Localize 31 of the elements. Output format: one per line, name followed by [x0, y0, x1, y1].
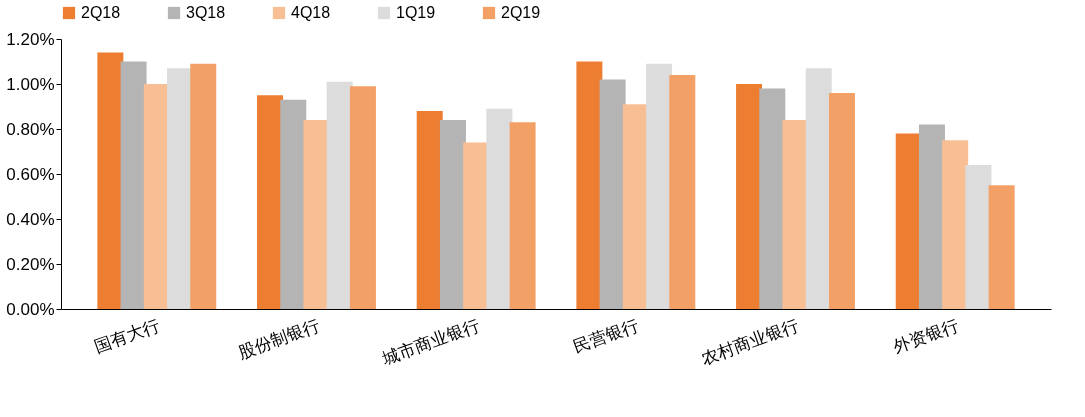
bar — [759, 88, 786, 309]
bar — [303, 120, 330, 309]
y-tick-label: 0.00% — [6, 299, 55, 319]
x-tick-label: 国有大行 — [92, 315, 163, 357]
y-tick-label: 0.80% — [6, 119, 55, 139]
bar — [965, 165, 992, 309]
bar — [669, 75, 696, 309]
bar — [349, 86, 376, 309]
x-tick-label: 股份制银行 — [235, 315, 323, 363]
legend-label: 4Q18 — [291, 4, 331, 21]
bar — [828, 93, 855, 309]
bar — [97, 52, 124, 309]
y-tick-label: 0.40% — [6, 209, 55, 229]
x-tick-label: 外资银行 — [890, 315, 962, 357]
legend-label: 2Q18 — [81, 4, 121, 21]
bar — [988, 185, 1015, 309]
legend-label: 1Q19 — [396, 4, 436, 21]
y-tick-label: 0.20% — [6, 254, 55, 274]
x-tick-label: 民营银行 — [571, 315, 642, 357]
legend-label: 2Q19 — [501, 4, 541, 21]
y-tick-label: 1.00% — [6, 74, 55, 94]
bar — [486, 108, 513, 309]
x-tick-label: 农村商业银行 — [698, 315, 802, 369]
bar — [509, 122, 536, 309]
bar — [190, 63, 217, 309]
bar — [942, 140, 969, 309]
bar — [576, 61, 603, 309]
y-tick-label: 0.60% — [6, 164, 55, 184]
y-tick-label: 1.20% — [6, 29, 55, 49]
legend-label: 3Q18 — [186, 4, 226, 21]
x-tick-label: 城市商业银行 — [378, 315, 482, 369]
